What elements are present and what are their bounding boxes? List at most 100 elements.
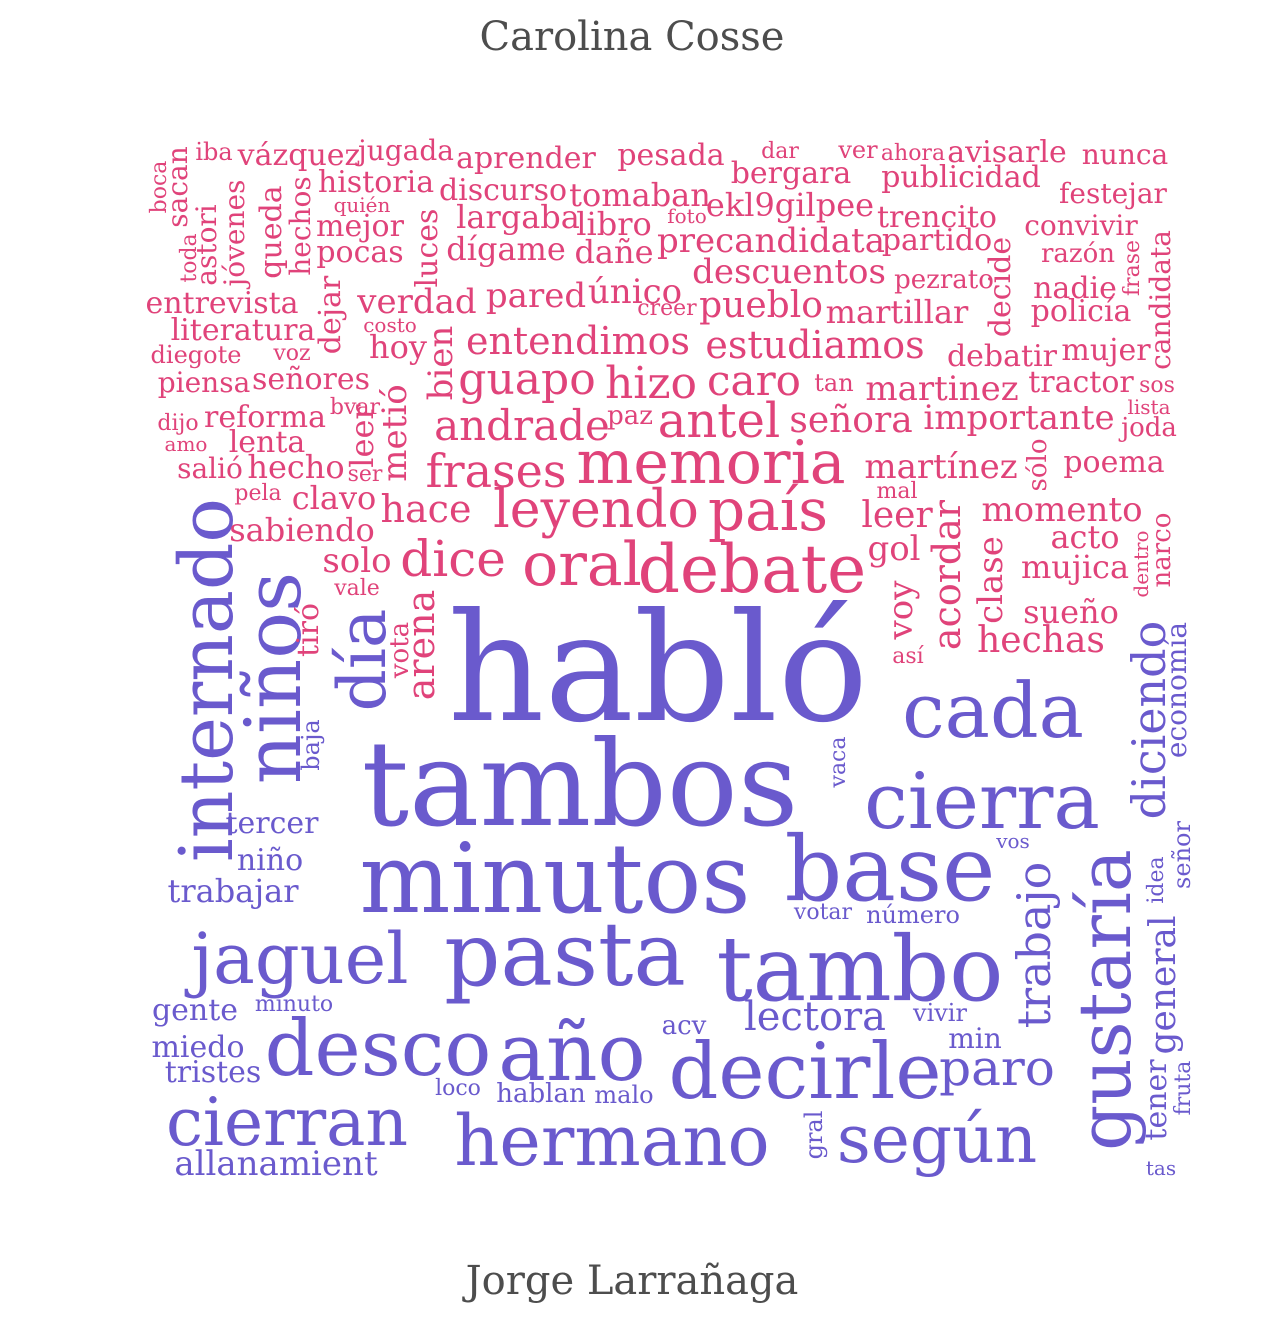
cloud-word: clase — [971, 536, 1011, 624]
cloud-word: libro — [576, 205, 652, 243]
cloud-word: loco — [435, 1076, 481, 1101]
cloud-word: acordar — [925, 499, 969, 650]
cloud-word: pasta — [444, 903, 686, 1006]
cloud-word: allanamient — [174, 1144, 378, 1184]
cloud-word: trabajo — [1007, 862, 1061, 1029]
cloud-word: astori — [190, 204, 223, 286]
cloud-word: acv — [662, 1011, 707, 1041]
cloud-word: lectora — [744, 994, 886, 1040]
cloud-word: año — [498, 1006, 645, 1099]
cloud-word: partido — [882, 223, 992, 258]
cloud-word: economía — [1160, 622, 1193, 758]
cloud-word: mujica — [1021, 548, 1129, 586]
cloud-word: acto — [1050, 518, 1119, 556]
cloud-word: ser — [348, 462, 383, 487]
cloud-word: jugada — [355, 134, 454, 167]
bottom-speaker-label: Jorge Larrañaga — [465, 1258, 799, 1304]
cloud-word: vos — [995, 829, 1030, 853]
cloud-word: narco — [1147, 513, 1177, 588]
cloud-word: señor — [1168, 821, 1196, 889]
cloud-word: vota — [385, 622, 415, 679]
cloud-word: decide — [983, 237, 1018, 337]
cloud-word: hecho — [247, 448, 344, 486]
cloud-word: piensa — [158, 366, 251, 399]
cloud-word: pezrato — [894, 265, 994, 295]
cloud-word: mujer — [1061, 333, 1151, 368]
cloud-word: base — [785, 817, 996, 922]
cloud-word: martínez — [864, 447, 1017, 487]
cloud-word: así — [892, 644, 924, 669]
cloud-word: convivir — [1024, 209, 1138, 242]
cloud-word: fruta — [1171, 1061, 1196, 1116]
cloud-word: cierran — [166, 1084, 408, 1161]
cloud-word: hace — [381, 487, 472, 531]
cloud-word: bvar — [330, 395, 381, 420]
cloud-word: malo — [594, 1081, 653, 1109]
top-speaker-label: Carolina Cosse — [479, 14, 785, 60]
cloud-word: amo — [165, 432, 208, 456]
cloud-word: día — [324, 609, 401, 712]
cloud-word: vázquez — [237, 138, 361, 173]
cloud-word: baja — [297, 719, 325, 770]
cloud-word: arena — [399, 590, 443, 700]
cloud-word: aprender — [456, 141, 596, 176]
cloud-word: candidata — [1144, 230, 1177, 370]
cloud-word: tan — [814, 369, 853, 397]
cloud-word: desco — [265, 1004, 492, 1094]
cloud-word: bergara — [731, 156, 852, 191]
cloud-word: según — [837, 1101, 1037, 1178]
cloud-word: leer — [861, 495, 933, 536]
cloud-word: sos — [1139, 373, 1175, 398]
cloud-word: luces — [410, 209, 445, 288]
cloud-word: toda — [177, 233, 202, 282]
cloud-word: poema — [1063, 445, 1164, 480]
cloud-word: martillar — [826, 293, 969, 331]
cloud-word: niños — [229, 572, 319, 784]
cloud-word: salió — [177, 452, 243, 485]
cloud-word: dice — [400, 530, 506, 588]
cloud-word: dentro — [1129, 530, 1153, 597]
cloud-word: diegote — [151, 341, 242, 369]
cloud-word: entendimos — [466, 319, 690, 363]
cloud-word: dígame — [446, 230, 566, 268]
cloud-word: lista — [1127, 395, 1170, 419]
cloud-word: idea — [1144, 856, 1169, 903]
cloud-word: ver — [837, 136, 878, 164]
cloud-word: voy — [881, 580, 921, 641]
cloud-word: policía — [1031, 294, 1132, 329]
cloud-word: señores — [252, 362, 370, 397]
cloud-word: queda — [254, 185, 289, 278]
cloud-word: festejar — [1059, 177, 1168, 210]
cloud-word: internado — [164, 498, 250, 862]
cloud-word: costo — [363, 313, 417, 337]
cloud-word: hoy — [369, 328, 427, 366]
cloud-word: minuto — [255, 992, 333, 1017]
cloud-word: quién — [334, 193, 391, 217]
cloud-word: voz — [272, 341, 310, 366]
cloud-word: martinez — [865, 369, 1018, 409]
cloud-word: avisarle — [947, 135, 1066, 170]
cloud-word: tractor — [1028, 365, 1134, 400]
cloud-word: niño — [237, 843, 303, 878]
cloud-word: entrevista — [145, 286, 298, 321]
cloud-word: nunca — [1082, 138, 1168, 171]
cloud-word: razón — [1041, 239, 1115, 269]
cloud-word: tener — [1139, 1059, 1174, 1141]
cloud-word: solo — [322, 541, 391, 581]
cloud-word: iba — [195, 138, 232, 166]
cloud-word: nadie — [1033, 271, 1117, 306]
cloud-word: sabiendo — [229, 511, 375, 549]
cloud-word: tas — [1146, 1156, 1176, 1180]
cloud-word: metió — [375, 384, 415, 481]
cloud-word: estudiamos — [705, 323, 924, 367]
cloud-word: sacan — [161, 146, 194, 227]
cloud-word: leer — [343, 404, 381, 468]
cloud-word: importante — [923, 398, 1114, 438]
cloud-word: tambos — [362, 715, 799, 853]
cloud-word: trencito — [877, 200, 997, 235]
cloud-word: debate — [638, 531, 867, 608]
cloud-word: guapo — [458, 354, 595, 405]
cloud-word: tercer — [225, 806, 319, 841]
cloud-word: mal — [876, 479, 917, 504]
